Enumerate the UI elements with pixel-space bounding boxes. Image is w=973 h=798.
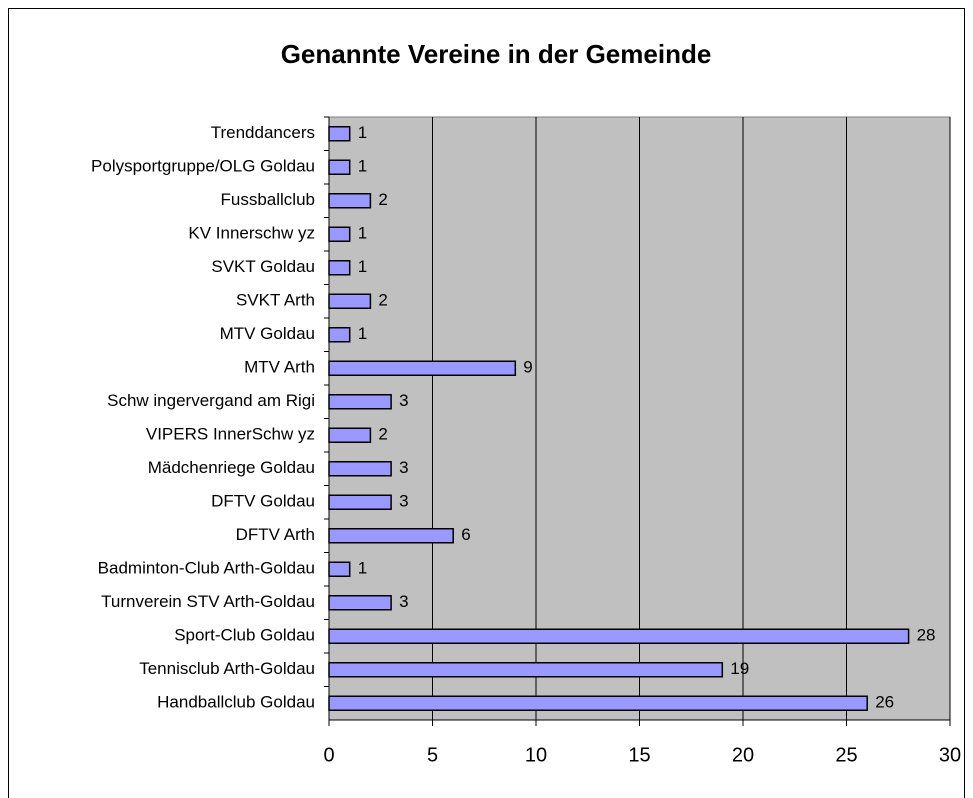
value-label: 2 (378, 291, 387, 310)
value-label: 1 (358, 224, 367, 243)
value-label: 2 (378, 190, 387, 209)
bar (328, 494, 392, 510)
x-tick-label: 20 (732, 744, 754, 766)
bar (328, 528, 454, 544)
x-tick-label: 0 (323, 744, 334, 766)
bar (328, 461, 392, 477)
value-label: 28 (917, 626, 936, 645)
value-label: 3 (399, 492, 408, 511)
bar (328, 159, 351, 175)
value-label: 3 (399, 592, 408, 611)
value-label: 3 (399, 458, 408, 477)
bar (328, 695, 868, 711)
y-tick-label: Sport-Club Goldau (174, 626, 315, 645)
y-tick-label: Handballclub Goldau (157, 693, 315, 712)
y-tick-label: Badminton-Club Arth-Goldau (98, 559, 315, 578)
value-label: 26 (875, 693, 894, 712)
value-label: 9 (523, 358, 532, 377)
value-label: 1 (358, 324, 367, 343)
bar (328, 427, 372, 443)
bar (328, 260, 351, 276)
x-tick-label: 5 (427, 744, 438, 766)
y-tick-label: Trenddancers (211, 123, 315, 142)
bar (328, 293, 372, 309)
x-tick-label: 25 (835, 744, 857, 766)
x-tick-label: 15 (628, 744, 650, 766)
value-label: 1 (358, 157, 367, 176)
y-tick-label: Turnverein STV Arth-Goldau (101, 592, 315, 611)
value-label: 6 (461, 525, 470, 544)
bar (328, 193, 372, 209)
value-label: 2 (378, 425, 387, 444)
value-label: 3 (399, 391, 408, 410)
y-tick-label: Fussballclub (221, 190, 316, 209)
y-tick-label: MTV Arth (244, 358, 315, 377)
x-tick-label: 10 (525, 744, 547, 766)
y-tick-label: KV Innerschw yz (188, 224, 315, 243)
bar (328, 126, 351, 142)
bar (328, 561, 351, 577)
value-label: 1 (358, 257, 367, 276)
bar (328, 327, 351, 343)
y-tick-label: MTV Goldau (220, 324, 315, 343)
y-tick-label: SVKT Arth (236, 291, 315, 310)
value-label: 1 (358, 559, 367, 578)
bar (328, 628, 910, 644)
x-tick-label: 30 (939, 744, 961, 766)
y-tick-label: DFTV Arth (236, 525, 315, 544)
y-tick-label: DFTV Goldau (211, 492, 315, 511)
bar (328, 394, 392, 410)
y-tick-label: VIPERS InnerSchw yz (146, 425, 315, 444)
bar (328, 360, 517, 376)
bar (328, 226, 351, 242)
value-label: 1 (358, 123, 367, 142)
y-tick-label: Schw ingervergand am Rigi (107, 391, 315, 410)
y-tick-label: Tennisclub Arth-Goldau (139, 659, 315, 678)
y-tick-label: Polysportgruppe/OLG Goldau (91, 157, 315, 176)
chart-title: Genannte Vereine in der Gemeinde (281, 39, 712, 69)
y-tick-label: Mädchenriege Goldau (148, 458, 315, 477)
bar (328, 595, 392, 611)
value-label: 19 (730, 659, 749, 678)
y-tick-label: SVKT Goldau (211, 257, 315, 276)
bar (328, 662, 724, 678)
